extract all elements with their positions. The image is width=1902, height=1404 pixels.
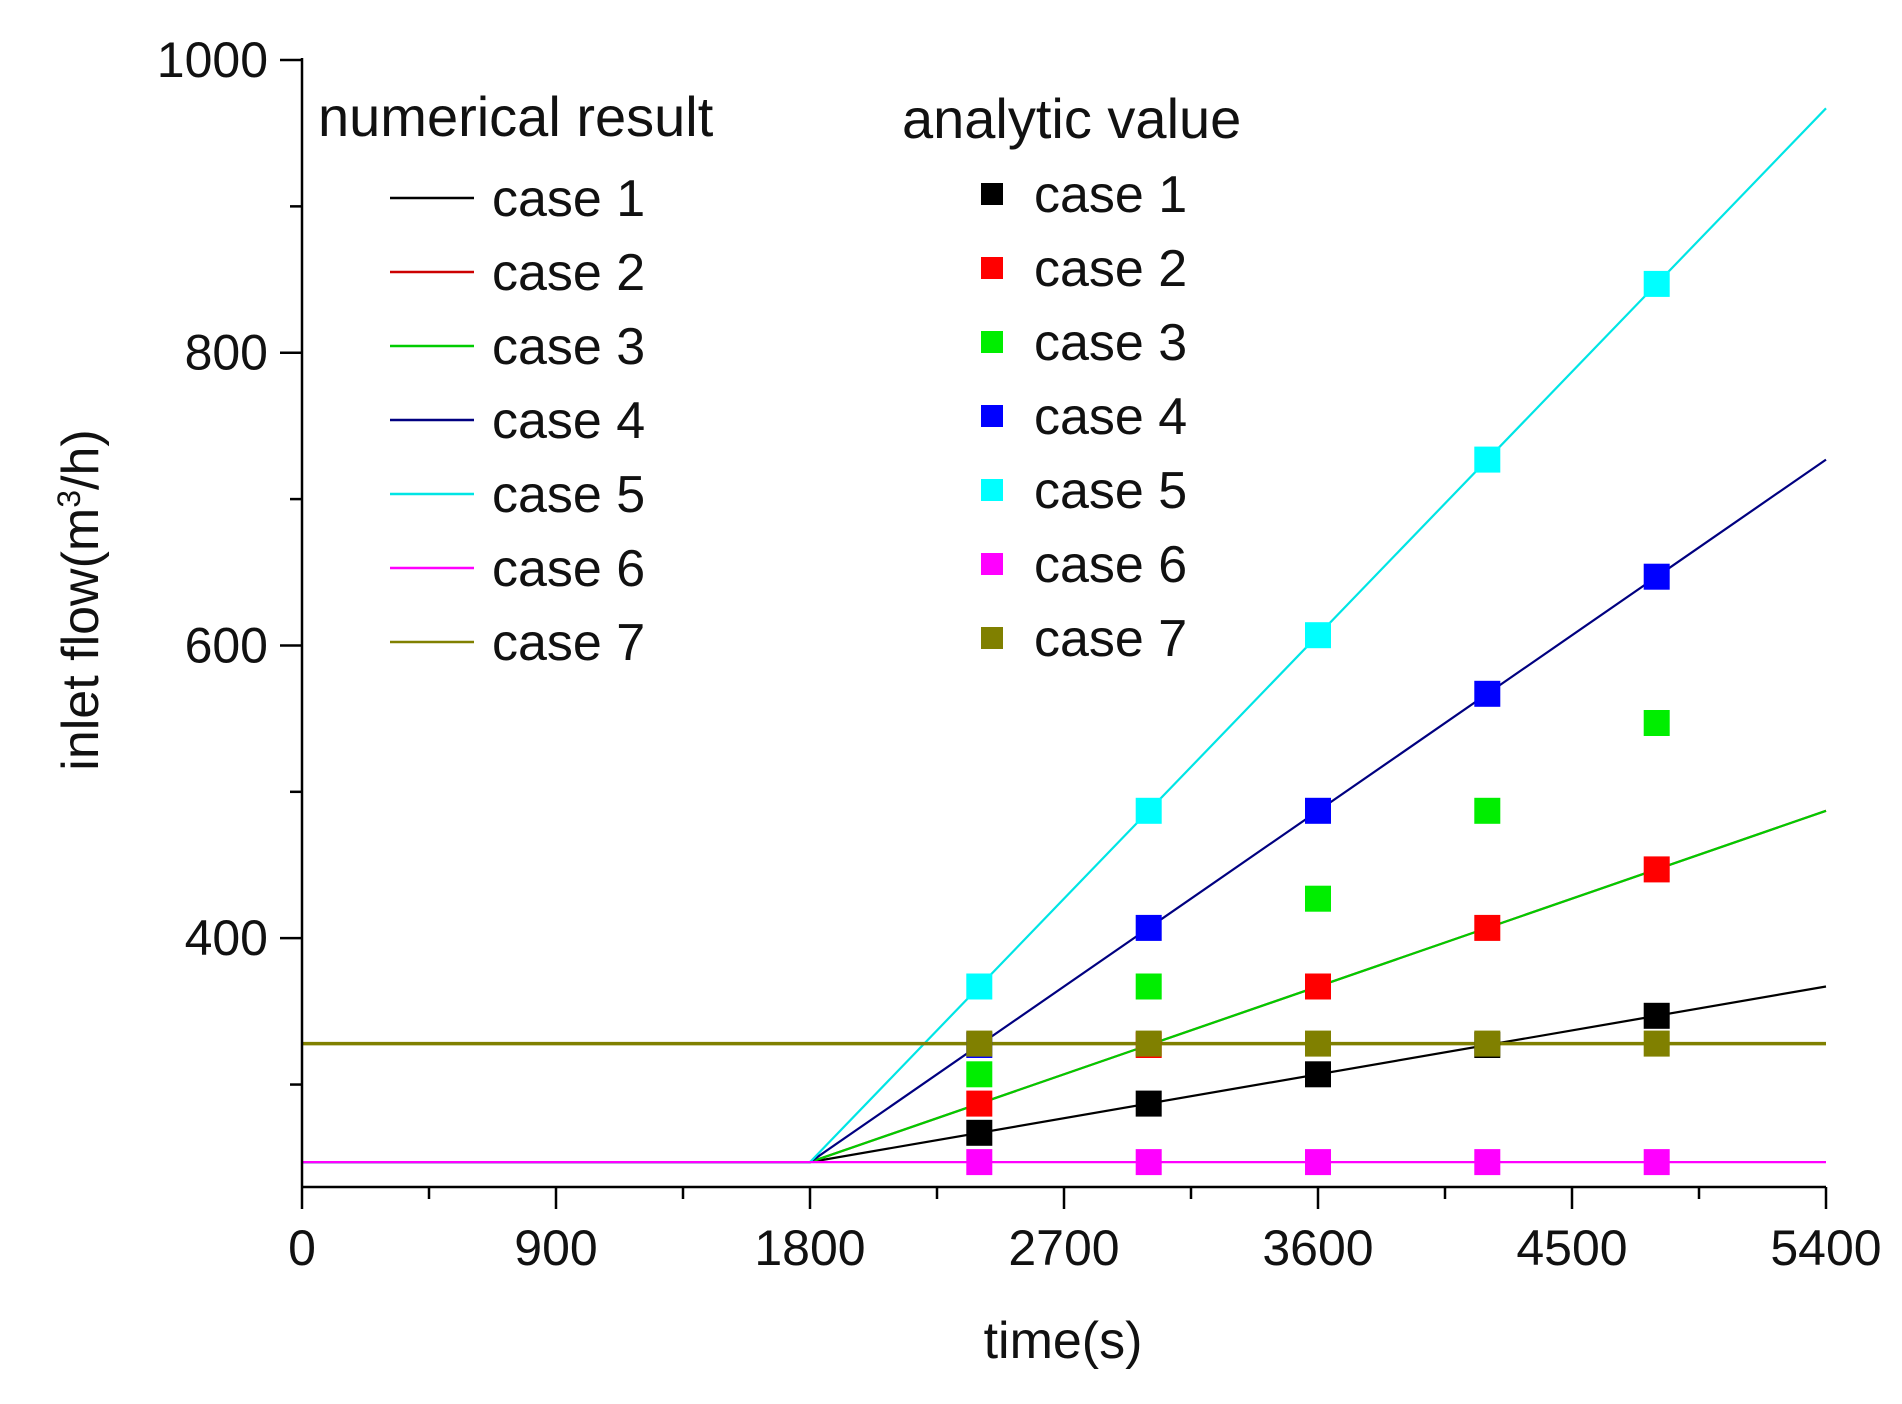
legend-marker-swatch-case-1 — [981, 183, 1003, 205]
marker-case-3-point-3 — [1305, 885, 1331, 912]
marker-case-5-point-3 — [1305, 622, 1331, 649]
legend-line-label-case-7: case 7 — [492, 614, 645, 672]
y-tick-label: 400 — [185, 910, 268, 966]
legend-layer: numerical result analytic value case 1 ca… — [318, 85, 1241, 672]
marker-case-7-point-2 — [1135, 1030, 1162, 1057]
legend-marker-swatch-case-3 — [981, 331, 1003, 353]
legend-marker-swatch-case-2 — [981, 257, 1003, 279]
legend-marker-swatch-case-4 — [981, 405, 1003, 427]
legend-marker-label-case-2: case 2 — [1034, 240, 1187, 298]
marker-case-2-point-4 — [1474, 914, 1501, 941]
marker-case-6-point-4 — [1474, 1149, 1501, 1176]
x-tick-label: 1800 — [754, 1220, 865, 1276]
legend-title-numerical: numerical result — [318, 85, 714, 148]
legend-marker-label-case-6: case 6 — [1034, 536, 1187, 594]
legend-line-label-case-5: case 5 — [492, 466, 645, 524]
y-axis-title-superscript: 3 — [51, 490, 87, 508]
marker-case-5-point-4 — [1474, 446, 1501, 473]
legend-line-label-case-2: case 2 — [492, 244, 645, 302]
marker-case-2-point-5 — [1643, 856, 1670, 883]
y-axis-title-tail: /h) — [52, 429, 110, 490]
marker-case-1-point-5 — [1643, 1002, 1670, 1029]
marker-case-6-point-1 — [966, 1149, 993, 1176]
marker-case-7-point-4 — [1474, 1030, 1501, 1057]
y-axis-title: inlet flow(m3/h) — [51, 429, 110, 770]
legend-marker-swatch-case-7 — [981, 627, 1003, 649]
y-tick-label: 1000 — [157, 32, 268, 88]
x-tick-label: 2700 — [1008, 1220, 1119, 1276]
x-axis-title: time(s) — [984, 1312, 1143, 1370]
legend-marker-swatch-case-5 — [981, 479, 1003, 501]
marker-case-5-point-1 — [966, 973, 993, 1000]
legend-line-label-case-4: case 4 — [492, 392, 645, 450]
x-tick-label: 3600 — [1262, 1220, 1373, 1276]
marker-case-5-point-2 — [1135, 797, 1162, 824]
legend-marker-label-case-4: case 4 — [1034, 388, 1187, 446]
marker-case-6-point-3 — [1305, 1149, 1331, 1176]
marker-case-7-point-3 — [1305, 1030, 1331, 1057]
marker-case-7-point-5 — [1643, 1030, 1670, 1057]
x-tick-label: 0 — [288, 1220, 316, 1276]
series-layer — [302, 107, 1827, 1176]
legend-title-analytic: analytic value — [902, 87, 1241, 150]
marker-case-1-point-3 — [1305, 1061, 1331, 1088]
legend-line-label-case-6: case 6 — [492, 540, 645, 598]
marker-case-1-point-2 — [1135, 1090, 1162, 1117]
y-axis-title-main: inlet flow(m — [52, 508, 110, 771]
y-tick-label: 800 — [185, 325, 268, 381]
marker-case-7-point-1 — [966, 1030, 993, 1057]
x-tick-label: 4500 — [1516, 1220, 1627, 1276]
marker-case-1-point-1 — [966, 1119, 993, 1146]
legend-line-label-case-1: case 1 — [492, 170, 645, 228]
x-tick-label: 5400 — [1770, 1220, 1881, 1276]
marker-case-3-point-1 — [966, 1061, 993, 1088]
marker-case-4-point-5 — [1643, 563, 1670, 590]
marker-case-6-point-2 — [1135, 1149, 1162, 1176]
marker-case-3-point-4 — [1474, 797, 1501, 824]
legend-marker-label-case-1: case 1 — [1034, 166, 1187, 224]
legend-marker-label-case-5: case 5 — [1034, 462, 1187, 520]
x-tick-label: 900 — [514, 1220, 597, 1276]
axes-layer: 0 900 1800 2700 3600 4500 5400 400 600 800 1000 — [157, 32, 1882, 1276]
marker-case-2-point-1 — [966, 1090, 993, 1117]
marker-case-4-point-4 — [1474, 680, 1501, 707]
marker-case-4-point-2 — [1135, 914, 1162, 941]
marker-case-6-point-5 — [1643, 1149, 1670, 1176]
legend-marker-swatch-case-6 — [981, 553, 1003, 575]
legend-marker-label-case-3: case 3 — [1034, 314, 1187, 372]
marker-case-3-point-2 — [1135, 973, 1162, 1000]
marker-case-5-point-5 — [1643, 270, 1670, 297]
marker-case-2-point-3 — [1305, 973, 1331, 1000]
legend-marker-label-case-7: case 7 — [1034, 610, 1187, 668]
legend-line-label-case-3: case 3 — [492, 318, 645, 376]
marker-case-4-point-3 — [1305, 797, 1331, 824]
marker-case-3-point-5 — [1643, 710, 1670, 736]
y-tick-label: 600 — [185, 617, 268, 673]
